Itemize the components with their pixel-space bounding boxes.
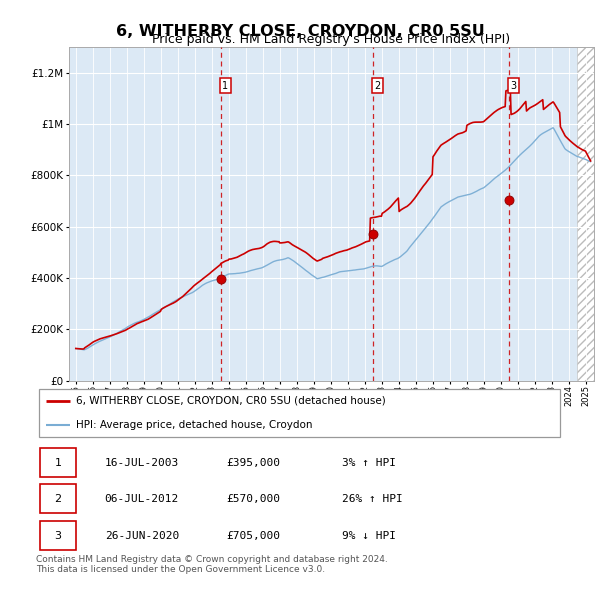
Text: £705,000: £705,000 xyxy=(226,530,280,540)
Text: 16-JUL-2003: 16-JUL-2003 xyxy=(104,458,179,468)
Text: 26-JUN-2020: 26-JUN-2020 xyxy=(104,530,179,540)
Text: Contains HM Land Registry data © Crown copyright and database right 2024.
This d: Contains HM Land Registry data © Crown c… xyxy=(36,555,388,574)
Text: £395,000: £395,000 xyxy=(226,458,280,468)
FancyBboxPatch shape xyxy=(40,521,76,550)
Text: 6, WITHERBY CLOSE, CROYDON, CR0 5SU (detached house): 6, WITHERBY CLOSE, CROYDON, CR0 5SU (det… xyxy=(76,396,385,406)
Text: £570,000: £570,000 xyxy=(226,494,280,503)
Text: 3: 3 xyxy=(55,530,62,540)
Text: 1: 1 xyxy=(55,458,62,468)
Text: 2: 2 xyxy=(374,81,381,91)
Bar xyxy=(577,47,594,381)
Text: 3: 3 xyxy=(510,81,517,91)
FancyBboxPatch shape xyxy=(40,484,76,513)
Text: 1: 1 xyxy=(222,81,229,91)
Text: 2: 2 xyxy=(55,494,62,503)
Text: HPI: Average price, detached house, Croydon: HPI: Average price, detached house, Croy… xyxy=(76,420,312,430)
Text: 9% ↓ HPI: 9% ↓ HPI xyxy=(342,530,396,540)
FancyBboxPatch shape xyxy=(38,389,560,437)
Text: 06-JUL-2012: 06-JUL-2012 xyxy=(104,494,179,503)
Text: 6, WITHERBY CLOSE, CROYDON, CR0 5SU: 6, WITHERBY CLOSE, CROYDON, CR0 5SU xyxy=(116,24,484,38)
Title: Price paid vs. HM Land Registry's House Price Index (HPI): Price paid vs. HM Land Registry's House … xyxy=(152,33,511,46)
Text: 3% ↑ HPI: 3% ↑ HPI xyxy=(342,458,396,468)
Text: 26% ↑ HPI: 26% ↑ HPI xyxy=(342,494,403,503)
FancyBboxPatch shape xyxy=(40,448,76,477)
